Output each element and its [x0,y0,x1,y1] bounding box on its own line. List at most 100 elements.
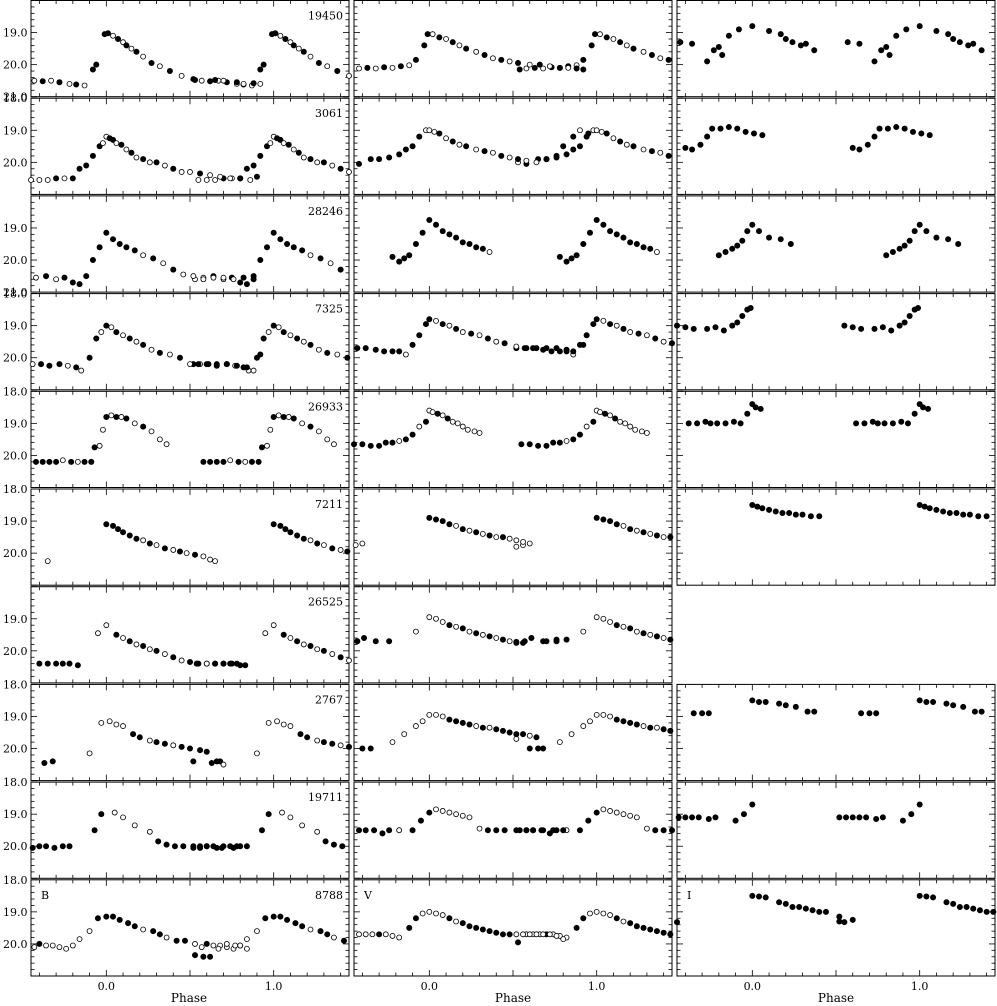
data-point [464,426,471,433]
data-point [68,458,75,465]
data-point [730,418,737,425]
data-point [337,547,344,553]
data-point [153,542,160,549]
star-id-label: 7325 [315,303,343,316]
data-point [592,31,599,38]
data-point [66,843,73,850]
data-point [515,939,522,946]
data-point [29,361,36,368]
data-point [317,928,324,935]
data-point [610,135,617,142]
data-point [233,79,240,86]
data-point [543,345,550,352]
data-point [362,931,369,938]
y-tick-label: 20.0 [3,59,28,72]
data-point [909,128,916,135]
data-point [630,143,637,150]
data-point [382,931,389,938]
data-point [874,420,881,427]
data-point [329,651,336,657]
data-point [33,274,39,281]
data-point [473,723,480,729]
data-point [533,159,540,166]
data-point [113,329,120,336]
data-point [920,404,927,411]
data-point [304,734,311,741]
data-point [490,149,496,156]
data-point [110,236,117,243]
data-point [110,32,116,39]
data-point [526,745,533,752]
data-point [479,631,486,638]
panel-26933-I [676,390,996,488]
data-point [426,127,433,134]
data-point [933,234,940,241]
data-point [396,258,403,265]
data-point [493,726,500,733]
data-point [513,736,520,742]
star-row-7325: 18.0 19.0 20.0 7325 [3,288,996,391]
data-point [926,132,933,139]
data-point [607,518,614,525]
data-point [843,814,850,821]
data-point [563,438,570,444]
data-point [749,697,756,704]
data-point [515,60,522,67]
data-point [402,436,409,443]
data-point [459,526,466,533]
data-point [583,332,590,339]
data-point [742,128,749,135]
data-point [709,125,716,132]
data-point [421,42,428,49]
data-point [240,80,247,87]
panel-19711-V [353,781,676,879]
data-point [413,723,419,729]
data-point [103,521,110,528]
data-point [454,420,461,427]
data-point [704,133,711,140]
data-point [223,361,230,368]
data-point [133,535,140,542]
data-point [667,636,674,643]
data-point [749,801,756,808]
data-point [320,739,327,746]
data-point [93,61,100,68]
data-point [816,513,823,520]
data-point [893,32,900,39]
data-point [212,558,219,565]
data-point [409,341,416,348]
panel-2767-B: 18.0 19.0 20.0 2767 [3,678,352,782]
data-point [630,45,637,52]
data-point [203,361,210,368]
data-point [766,234,773,241]
data-point [744,410,751,417]
data-point [499,727,506,734]
data-point [53,660,60,667]
data-point [381,348,388,355]
data-point [583,423,590,430]
data-point [163,841,170,848]
data-point [690,325,697,332]
data-point [63,945,70,952]
data-point [76,936,83,943]
data-point [640,723,647,729]
data-point [580,628,587,635]
data-point [610,36,617,42]
data-point [916,221,923,228]
data-point [96,442,103,449]
data-point [232,942,239,949]
data-point [300,154,307,161]
data-point [752,404,759,411]
data-point [197,747,204,754]
data-point [789,904,796,911]
data-point [314,540,321,547]
data-point [103,913,110,920]
data-point [83,162,90,169]
data-point [93,335,100,342]
data-point [473,146,480,153]
data-point [734,319,741,326]
data-point [593,316,600,323]
data-point [148,428,155,435]
data-point [756,228,763,235]
data-point [597,31,603,38]
